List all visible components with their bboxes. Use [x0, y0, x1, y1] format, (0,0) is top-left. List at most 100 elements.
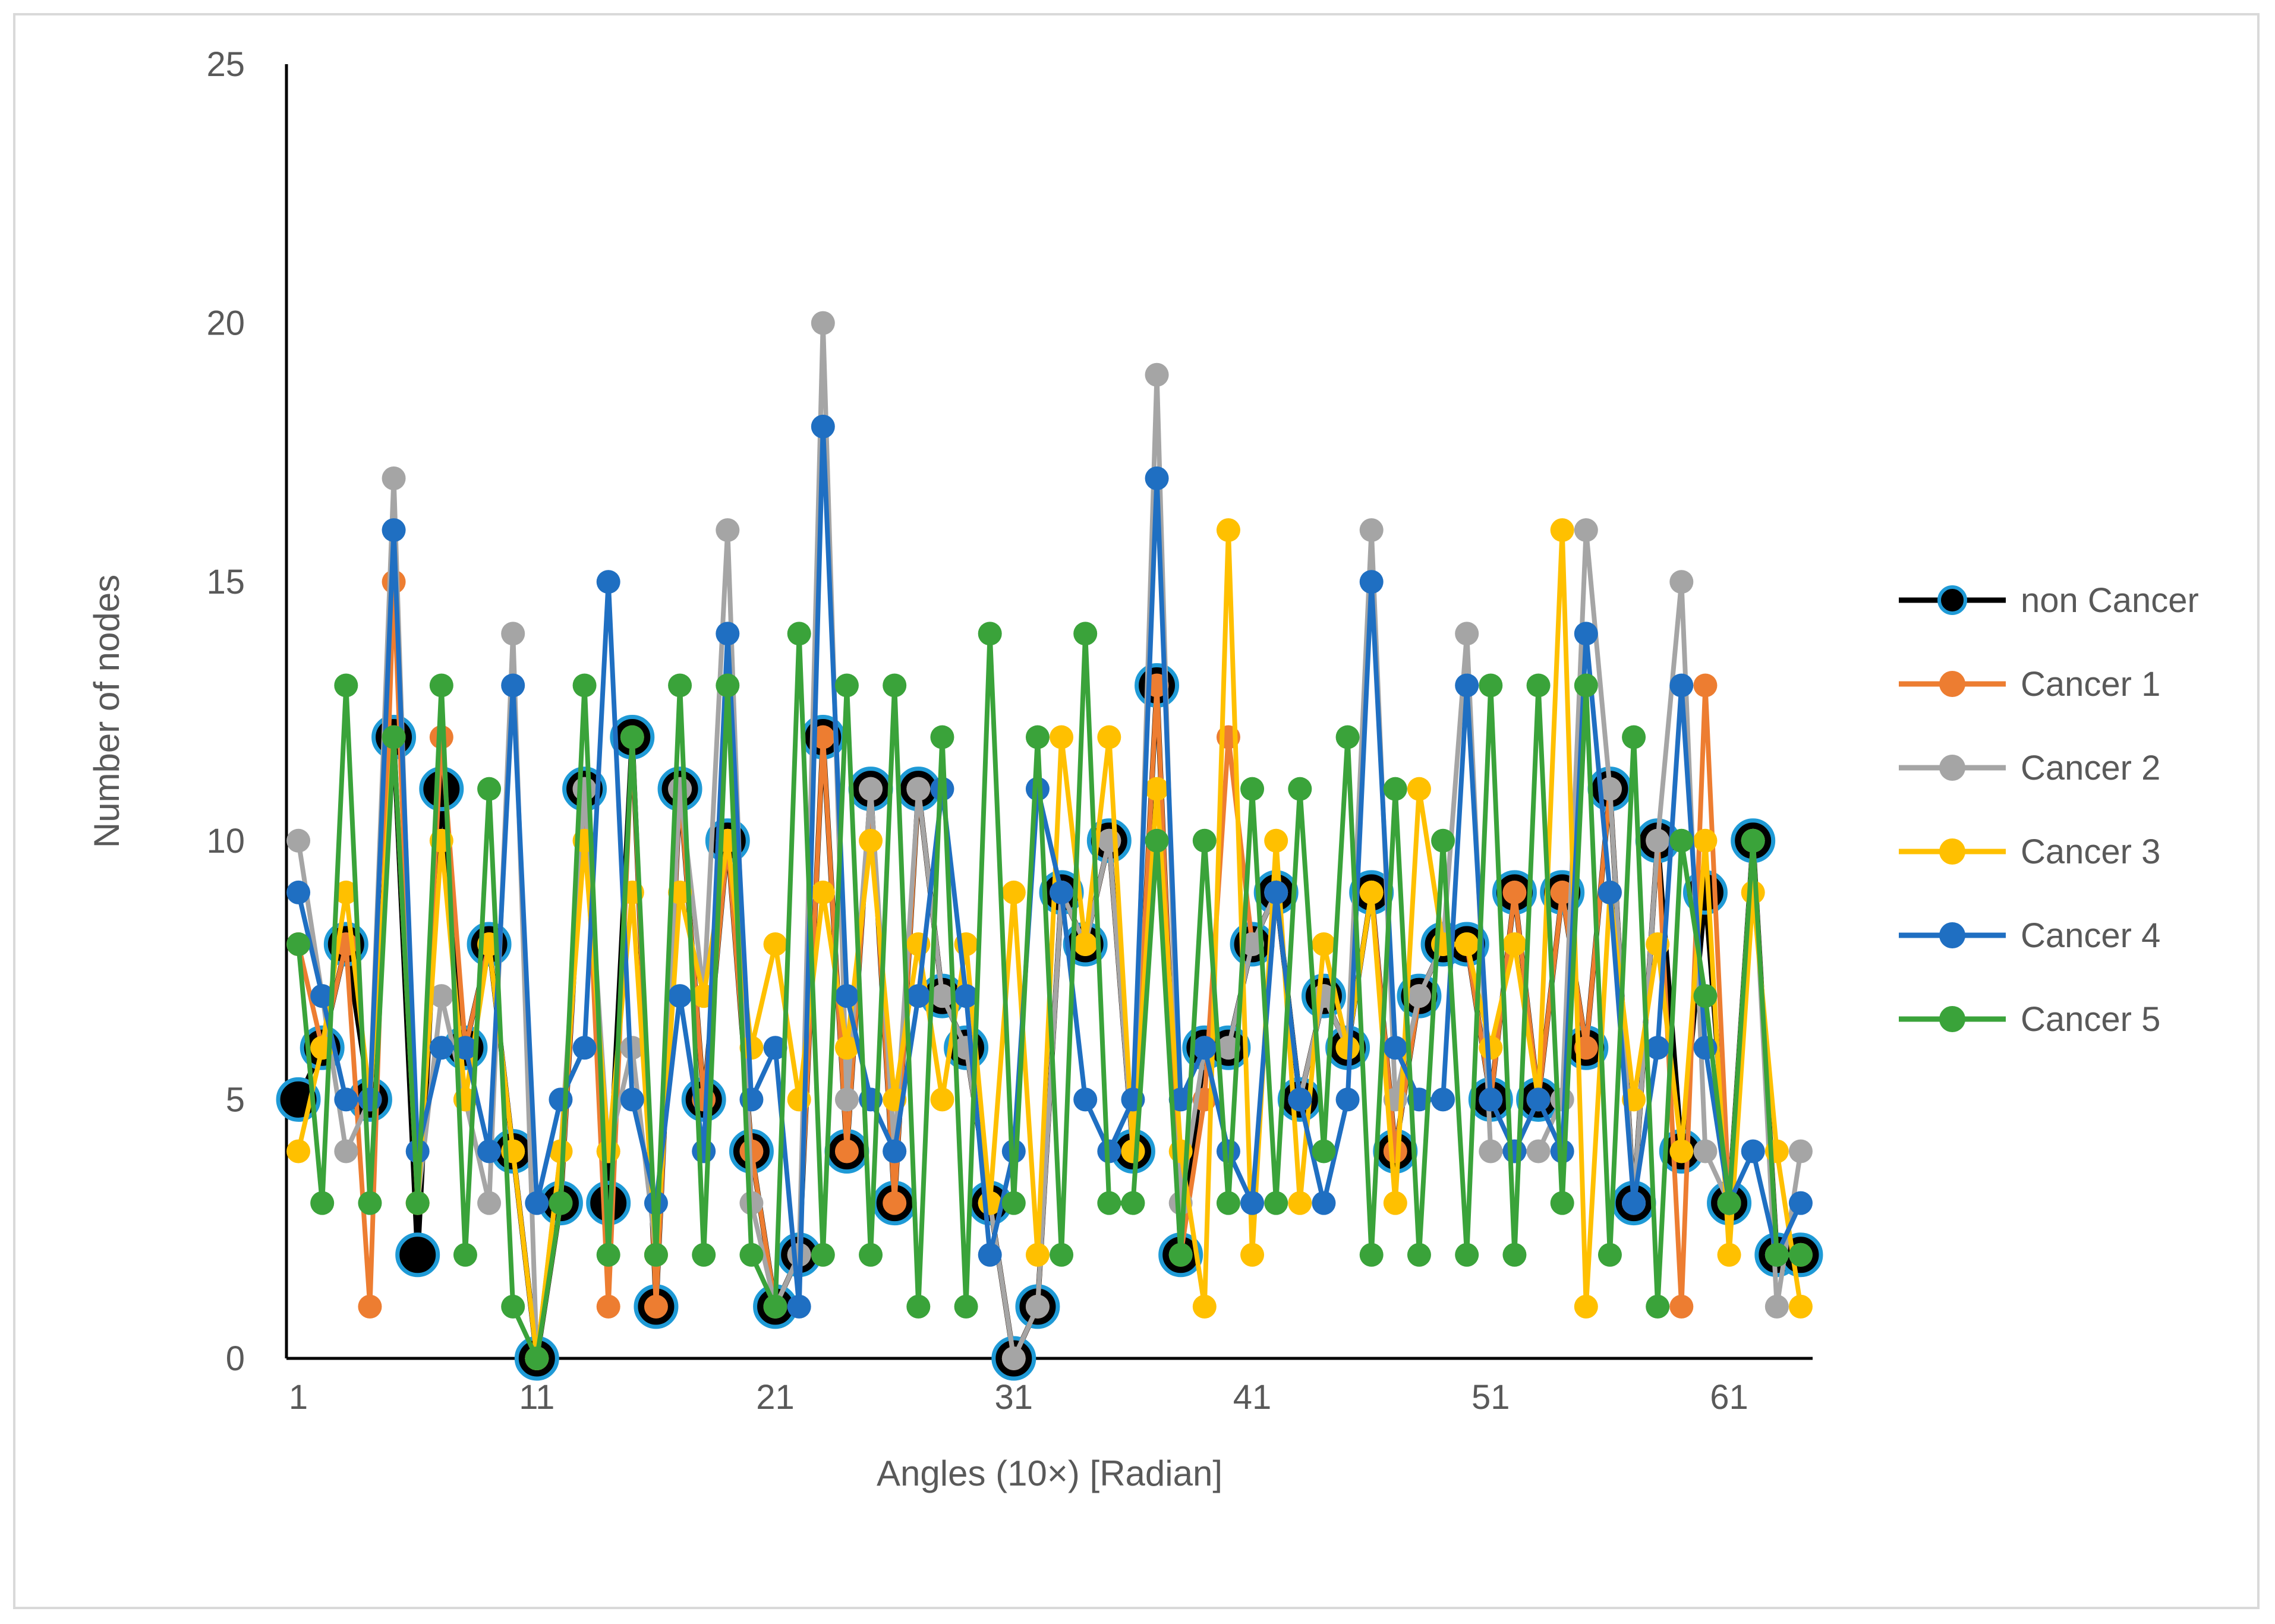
data-point — [1383, 1139, 1407, 1163]
x-tick-label: 21 — [756, 1378, 795, 1417]
data-point — [1693, 828, 1718, 853]
data-point — [395, 1232, 440, 1278]
data-point — [1216, 518, 1240, 543]
data-point — [1121, 1139, 1145, 1163]
data-point — [1050, 880, 1074, 904]
data-point — [1574, 518, 1598, 543]
series-line — [296, 631, 1801, 1361]
data-point — [1479, 673, 1503, 698]
data-point — [1669, 1294, 1694, 1319]
data-point — [859, 1243, 883, 1267]
data-point — [1359, 1243, 1384, 1267]
x-axis-title: Angles (10×) [Radian] — [877, 1453, 1222, 1493]
data-point — [429, 673, 453, 698]
data-point — [1192, 828, 1217, 853]
data-point — [1407, 984, 1431, 1008]
data-point — [883, 1139, 907, 1163]
data-point — [1050, 725, 1074, 749]
data-point — [668, 777, 692, 801]
data-point — [1240, 932, 1265, 957]
data-point — [1669, 828, 1694, 853]
series-cancer-5 — [286, 622, 1813, 1370]
data-point — [501, 622, 525, 646]
data-point — [1168, 1243, 1193, 1267]
data-point — [1669, 673, 1694, 698]
legend-entry: Cancer 1 — [1899, 665, 2160, 704]
data-point — [286, 1139, 311, 1163]
data-point — [1145, 828, 1169, 853]
x-tick-label: 41 — [1233, 1378, 1272, 1417]
legend-entry: non Cancer — [1899, 581, 2199, 620]
data-point — [1479, 1087, 1503, 1112]
legend-marker — [1939, 838, 1965, 865]
legend-label: Cancer 4 — [2021, 916, 2160, 955]
data-point — [834, 673, 859, 698]
data-point — [1025, 1294, 1050, 1319]
data-point — [1646, 828, 1670, 853]
data-point — [596, 1243, 620, 1267]
data-point — [1359, 518, 1384, 543]
data-point — [286, 880, 311, 904]
data-point — [1479, 1139, 1503, 1163]
data-point — [692, 1243, 716, 1267]
data-point — [501, 1294, 525, 1319]
legend-label: Cancer 2 — [2021, 749, 2160, 787]
data-point — [1526, 1087, 1551, 1112]
data-point — [310, 1191, 335, 1215]
data-point — [668, 984, 692, 1008]
data-point — [286, 932, 311, 957]
data-point — [525, 1191, 549, 1215]
data-point — [1597, 880, 1622, 904]
data-point — [930, 1087, 954, 1112]
data-point — [1145, 777, 1169, 801]
data-point — [1025, 777, 1050, 801]
data-point — [1288, 777, 1312, 801]
x-tick-label: 51 — [1471, 1378, 1510, 1417]
legend-entry: Cancer 3 — [1899, 833, 2160, 871]
x-tick-label: 1 — [289, 1378, 308, 1417]
data-point — [620, 1087, 644, 1112]
data-point — [1431, 828, 1455, 853]
data-point — [286, 828, 311, 853]
data-point — [883, 673, 907, 698]
y-tick-label: 15 — [206, 563, 245, 601]
legend-marker — [1939, 1006, 1965, 1032]
data-point — [692, 1139, 716, 1163]
data-point — [382, 725, 406, 749]
data-point — [1312, 932, 1336, 957]
y-tick-label: 5 — [226, 1080, 245, 1119]
data-point — [906, 777, 931, 801]
data-point — [1669, 1139, 1694, 1163]
data-point — [1455, 932, 1479, 957]
data-point — [1383, 1191, 1407, 1215]
y-tick-label: 20 — [206, 304, 245, 343]
data-point — [787, 622, 811, 646]
data-point — [1264, 828, 1288, 853]
data-point — [811, 880, 835, 904]
data-point — [1240, 777, 1265, 801]
data-point — [1121, 1191, 1145, 1215]
data-point — [1550, 1191, 1574, 1215]
data-point — [620, 1036, 644, 1060]
data-point — [1741, 828, 1765, 853]
data-point — [834, 1087, 859, 1112]
data-point — [1693, 984, 1718, 1008]
data-point — [930, 984, 954, 1008]
data-point — [1502, 1243, 1527, 1267]
data-point — [1240, 1243, 1265, 1267]
data-point — [1622, 725, 1646, 749]
data-point — [1764, 1243, 1789, 1267]
data-point — [954, 1294, 978, 1319]
data-point — [334, 673, 358, 698]
data-point — [334, 1087, 358, 1112]
data-point — [1264, 1191, 1288, 1215]
data-point — [1597, 1243, 1622, 1267]
data-point — [763, 1294, 787, 1319]
data-point — [1073, 622, 1098, 646]
y-axis-title: Number of nodes — [87, 575, 127, 848]
data-point — [644, 1294, 668, 1319]
data-point — [716, 622, 740, 646]
data-point — [310, 984, 335, 1008]
data-point — [549, 1087, 573, 1112]
data-point — [1646, 1036, 1670, 1060]
